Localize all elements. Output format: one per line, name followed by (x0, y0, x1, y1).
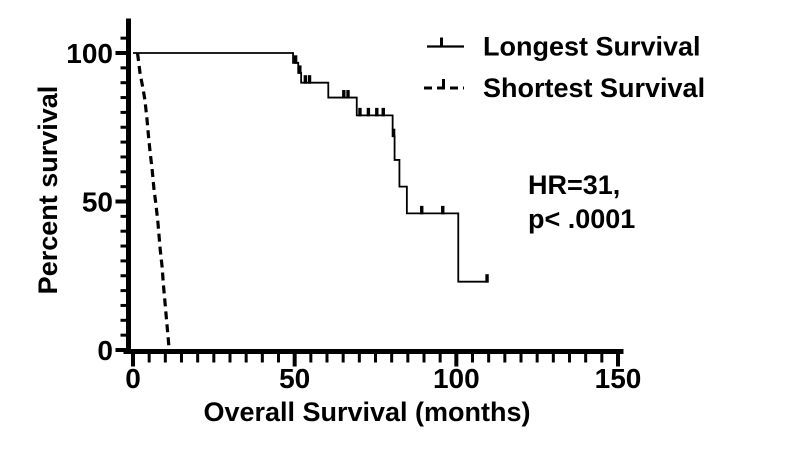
hr-annotation: HR=31, p< .0001 (528, 170, 635, 234)
x-tick-label: 100 (433, 363, 480, 394)
y-axis-title: Percent survival (33, 86, 63, 295)
legend: Longest Survival Shortest Survival (424, 32, 705, 103)
hr-annotation-line1: HR=31, (528, 170, 620, 200)
legend-item-longest-survival: Longest Survival (427, 32, 701, 62)
x-tick-label: 0 (125, 363, 141, 394)
legend-item-shortest-survival: Shortest Survival (424, 73, 705, 103)
y-axis-ticks (115, 36, 128, 352)
x-tick-label: 150 (595, 363, 642, 394)
survival-curves (133, 52, 489, 351)
curve-shortest-survival (135, 52, 171, 351)
y-axis-tick-labels: 0 50 100 (66, 38, 113, 366)
x-axis-ticks (131, 353, 620, 367)
y-tick-label: 50 (82, 187, 113, 218)
curve-longest-survival (133, 52, 488, 283)
legend-label-shortest-survival: Shortest Survival (483, 73, 705, 103)
x-axis-title: Overall Survival (months) (203, 397, 530, 427)
legend-label-longest-survival: Longest Survival (483, 32, 701, 62)
y-tick-label: 100 (66, 38, 113, 69)
x-axis: 0 50 100 150 Overall Survival (months) (123, 349, 641, 427)
x-axis-tick-labels: 0 50 100 150 (125, 363, 641, 394)
y-axis: 0 50 100 Percent survival (33, 18, 131, 366)
y-tick-label: 0 (97, 335, 113, 366)
hr-annotation-line2: p< .0001 (528, 204, 635, 234)
x-tick-label: 50 (279, 363, 310, 394)
